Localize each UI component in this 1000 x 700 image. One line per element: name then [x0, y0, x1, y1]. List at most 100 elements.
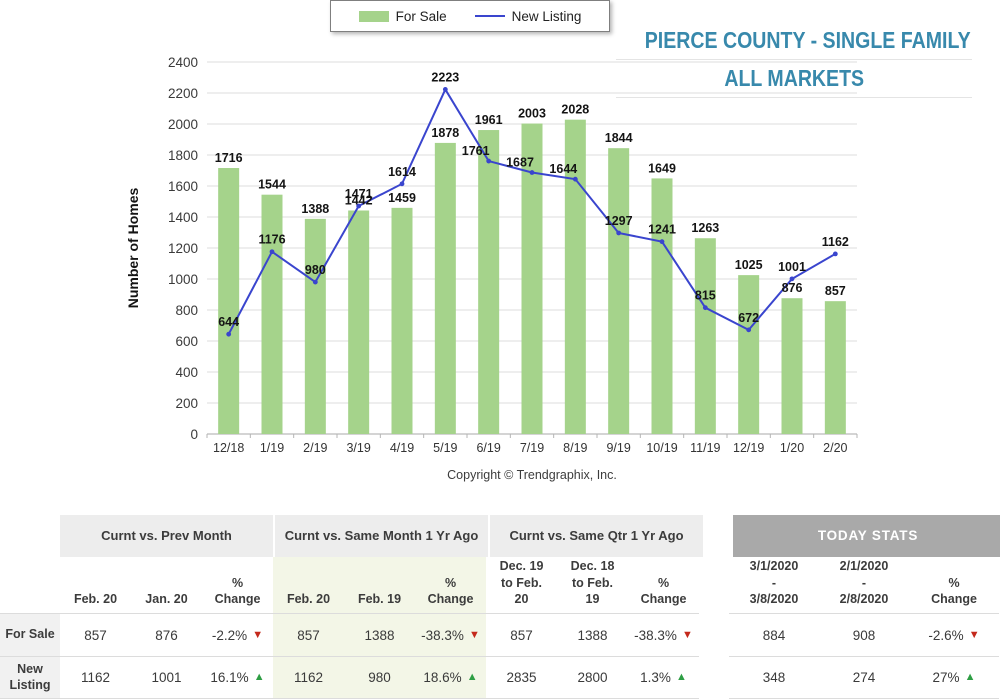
pct-value: -2.6%: [928, 627, 964, 643]
pct-change-cell: 16.1%: [202, 656, 273, 699]
column-header: Feb. 20: [73, 591, 118, 606]
stats-table: Curnt vs. Prev Month Curnt vs. Same Mont…: [0, 515, 1000, 699]
svg-text:4/19: 4/19: [390, 441, 414, 455]
stat-cell: 980: [344, 656, 415, 699]
svg-text:400: 400: [175, 365, 198, 380]
table-column-header-row: Feb. 20 Jan. 20 % Change Feb. 20 Feb. 19…: [0, 557, 999, 613]
svg-text:1/20: 1/20: [780, 441, 804, 455]
column-header: % Change: [931, 575, 977, 606]
page-title: PIERCE COUNTY - SINGLE FAMILY ALL MARKET…: [616, 27, 972, 98]
legend-label: New Listing: [511, 8, 582, 24]
column-header: % Change: [415, 557, 486, 613]
svg-text:1263: 1263: [691, 221, 719, 235]
svg-text:10/19: 10/19: [646, 441, 677, 455]
svg-text:1176: 1176: [258, 233, 285, 247]
column-header: 2/1/2020 - 2/8/2020: [839, 559, 889, 606]
group-header-same-month: Curnt vs. Same Month 1 Yr Ago: [273, 515, 488, 557]
trend-icon: [469, 630, 480, 641]
table-row-for-sale: For Sale 857 876 -2.2% 857 1388 -38.3% 8…: [0, 613, 999, 656]
svg-text:644: 644: [218, 315, 239, 329]
title-line-1: PIERCE COUNTY - SINGLE FAMILY: [616, 27, 972, 60]
table-row-new-listing: New Listing 1162 1001 16.1% 1162 980 18.…: [0, 656, 999, 699]
column-header: 3/1/2020 - 3/8/2020: [749, 559, 799, 606]
svg-text:1716: 1716: [215, 151, 243, 165]
svg-text:876: 876: [782, 281, 803, 295]
svg-text:1388: 1388: [301, 202, 329, 216]
svg-text:1544: 1544: [258, 178, 286, 192]
trend-icon: [252, 630, 263, 641]
row-label-spacer: [0, 557, 60, 613]
legend-label: For Sale: [395, 8, 447, 24]
trend-icon: [467, 672, 478, 683]
svg-text:7/19: 7/19: [520, 441, 544, 455]
svg-text:1878: 1878: [431, 126, 459, 140]
group-gap: [699, 557, 729, 613]
stat-cell: 348: [729, 656, 819, 699]
svg-text:1844: 1844: [605, 131, 633, 145]
trend-icon: [254, 672, 265, 683]
svg-text:1000: 1000: [168, 272, 198, 287]
svg-text:857: 857: [825, 284, 846, 298]
svg-text:1687: 1687: [506, 156, 534, 170]
svg-text:1961: 1961: [475, 113, 503, 127]
pct-change-cell: -2.6%: [909, 613, 999, 656]
legend-item-for-sale: For Sale: [358, 8, 447, 24]
pct-change-cell: -38.3%: [628, 613, 699, 656]
group-header-today-stats: TODAY STATS: [733, 515, 1000, 557]
stat-cell: 1001: [131, 656, 202, 699]
pct-value: 18.6%: [423, 670, 462, 685]
stat-cell: 884: [729, 613, 819, 656]
svg-text:1649: 1649: [648, 161, 676, 175]
new-listing-line-icon: [474, 15, 505, 17]
svg-text:1614: 1614: [388, 165, 416, 179]
group-gap: [699, 613, 729, 656]
stat-cell: 1162: [273, 656, 344, 699]
column-header: Dec. 19 to Feb. 20: [499, 559, 544, 606]
pct-change-cell: -2.2%: [202, 613, 273, 656]
trend-icon: [965, 672, 976, 683]
column-header: Feb. 20: [273, 557, 344, 613]
svg-text:2028: 2028: [561, 103, 589, 117]
svg-text:1241: 1241: [648, 223, 676, 237]
title-line-2: ALL MARKETS: [616, 65, 972, 98]
pct-value: -38.3%: [634, 627, 677, 643]
svg-text:1400: 1400: [168, 210, 198, 225]
stat-cell: 1388: [557, 613, 628, 656]
svg-text:1297: 1297: [605, 214, 633, 228]
svg-text:1600: 1600: [168, 179, 198, 194]
legend-item-new-listing: New Listing: [474, 8, 582, 24]
pct-value: 1.3%: [640, 670, 671, 685]
stat-cell: 1388: [344, 613, 415, 656]
svg-text:200: 200: [175, 396, 198, 411]
svg-text:1001: 1001: [778, 260, 806, 274]
pct-change-cell: 18.6%: [415, 656, 486, 699]
stat-cell: 2835: [486, 656, 557, 699]
trend-icon: [676, 672, 687, 683]
stat-cell: 908: [819, 613, 909, 656]
pct-value: 27%: [932, 670, 960, 685]
column-header: Jan. 20: [145, 591, 188, 606]
svg-text:800: 800: [175, 303, 198, 318]
for-sale-swatch-icon: [358, 10, 389, 22]
column-header: % Change: [214, 575, 261, 606]
svg-text:1471: 1471: [345, 187, 373, 201]
svg-text:Copyright © Trendgraphix, Inc.: Copyright © Trendgraphix, Inc.: [447, 468, 617, 482]
column-header: Dec. 18 to Feb. 19: [570, 559, 615, 606]
group-header-prev-month: Curnt vs. Prev Month: [60, 515, 273, 557]
table-group-header-row: Curnt vs. Prev Month Curnt vs. Same Mont…: [0, 515, 1000, 557]
trend-icon: [682, 630, 693, 641]
stat-cell: 857: [60, 613, 131, 656]
svg-text:2223: 2223: [431, 70, 459, 84]
svg-text:Number of Homes: Number of Homes: [125, 188, 141, 309]
row-label-spacer: [0, 515, 60, 557]
pct-change-cell: 27%: [909, 656, 999, 699]
svg-text:1761: 1761: [462, 144, 490, 158]
group-gap: [699, 656, 729, 699]
row-label: For Sale: [0, 613, 60, 656]
stat-cell: 857: [273, 613, 344, 656]
svg-text:1162: 1162: [822, 235, 849, 249]
svg-text:1644: 1644: [549, 162, 577, 176]
svg-text:12/18: 12/18: [213, 441, 244, 455]
svg-text:1459: 1459: [388, 191, 416, 205]
